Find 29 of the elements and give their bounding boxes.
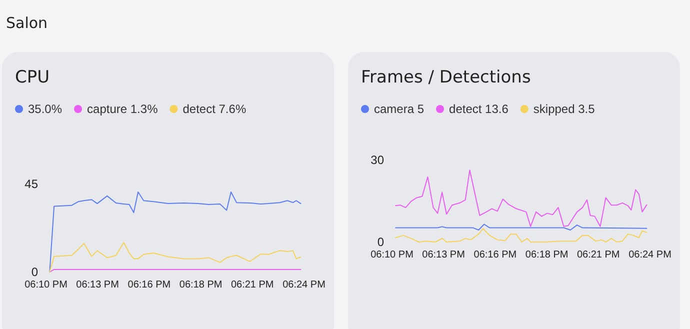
chart-title: Frames / Detections: [361, 68, 531, 88]
x-tick-label: 06:13 PM: [76, 280, 119, 290]
x-tick-label: 06:24 PM: [628, 250, 672, 260]
legend-label: capture 1.3%: [87, 102, 158, 116]
x-tick-label: 06:18 PM: [525, 250, 568, 260]
legend-label: detect 13.6: [449, 102, 509, 116]
x-tick-label: 06:21 PM: [576, 250, 620, 260]
line-series: [49, 192, 302, 272]
x-tick-label: 06:16 PM: [474, 250, 517, 260]
line-series: [49, 242, 302, 272]
chart-title: CPU: [15, 68, 50, 88]
y-tick-label: 30: [370, 153, 384, 167]
text: Salon: [6, 14, 48, 32]
line-series: [395, 228, 648, 242]
legend-label: detect 7.6%: [182, 102, 246, 116]
x-tick-label: 06:24 PM: [282, 280, 326, 290]
y-tick-label: 0: [31, 265, 38, 279]
legend-label: 35.0%: [28, 102, 62, 116]
legend-label: skipped 3.5: [533, 102, 596, 116]
y-tick-label: 45: [24, 177, 38, 191]
x-tick-label: 06:21 PM: [230, 280, 274, 290]
x-tick-label: 06:10 PM: [24, 280, 68, 290]
x-tick-label: 06:18 PM: [179, 280, 222, 290]
x-tick-label: 06:13 PM: [422, 250, 465, 260]
y-tick-label: 0: [377, 235, 384, 249]
x-tick-label: 06:16 PM: [128, 280, 171, 290]
line-series: [395, 170, 648, 227]
legend-label: camera 5: [374, 102, 424, 116]
x-tick-label: 06:10 PM: [370, 250, 414, 260]
